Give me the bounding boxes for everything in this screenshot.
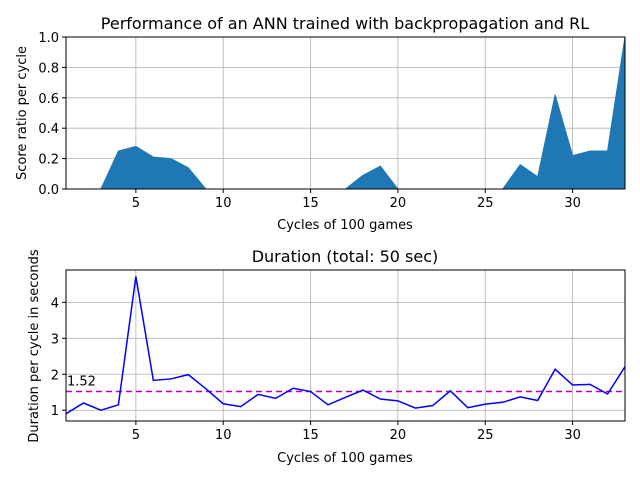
chart1-x-tick-label: 5 (132, 196, 140, 211)
chart2-y-tick-label: 4 (51, 296, 59, 311)
chart1-axes-frame (65, 36, 626, 190)
chart2-x-tick-label: 15 (302, 428, 319, 443)
chart2-x-tick-label: 10 (215, 428, 232, 443)
chart1-y-tick-label: 0.0 (38, 183, 59, 198)
chart2-ticks: 5 10 15 20 25 30 1 2 3 4 (51, 296, 581, 443)
chart1-x-tick-label: 10 (215, 196, 232, 211)
chart1-x-tick-label: 15 (302, 196, 319, 211)
chart2-y-axis-label: Duration per cycle in seconds (27, 249, 42, 442)
score-ratio-chart: Performance of an ANN trained with backp… (15, 14, 626, 233)
chart1-x-tick-label: 25 (477, 196, 494, 211)
chart2-y-tick-label: 1 (51, 404, 59, 419)
chart2-grid (66, 270, 625, 421)
chart1-x-axis-label: Cycles of 100 games (277, 218, 413, 233)
chart1-y-tick-label: 0.6 (38, 92, 59, 107)
chart1-y-axis-label: Score ratio per cycle (15, 46, 30, 180)
chart1-ticks: 5 10 15 20 25 30 0.0 0.2 0.4 0.6 0.8 1.0 (38, 31, 581, 211)
chart2-axes-frame (65, 269, 626, 422)
chart2-x-tick-label: 20 (390, 428, 407, 443)
chart2-duration-series (65, 276, 626, 415)
chart1-title: Performance of an ANN trained with backp… (101, 14, 590, 33)
chart2-x-tick-label: 25 (477, 428, 494, 443)
chart2-x-tick-label: 30 (564, 428, 581, 443)
duration-chart: Duration (total: 50 sec) 5 10 15 20 25 30 1 2 3 4… (27, 247, 626, 466)
chart2-x-axis-label: Cycles of 100 games (277, 451, 413, 466)
chart1-y-tick-label: 1.0 (38, 31, 59, 46)
chart1-y-tick-label: 0.8 (38, 61, 59, 76)
chart2-mean-label: 1.52 (67, 375, 96, 390)
chart1-x-tick-label: 30 (564, 196, 581, 211)
chart2-title: Duration (total: 50 sec) (252, 247, 439, 266)
chart2-y-tick-label: 2 (51, 368, 59, 383)
chart1-x-tick-label: 20 (390, 196, 407, 211)
chart1-y-tick-label: 0.2 (38, 153, 59, 168)
chart1-area-series (66, 36, 626, 190)
chart2-y-tick-label: 3 (51, 332, 59, 347)
chart1-y-tick-label: 0.4 (38, 122, 59, 137)
chart2-x-tick-label: 5 (132, 428, 140, 443)
